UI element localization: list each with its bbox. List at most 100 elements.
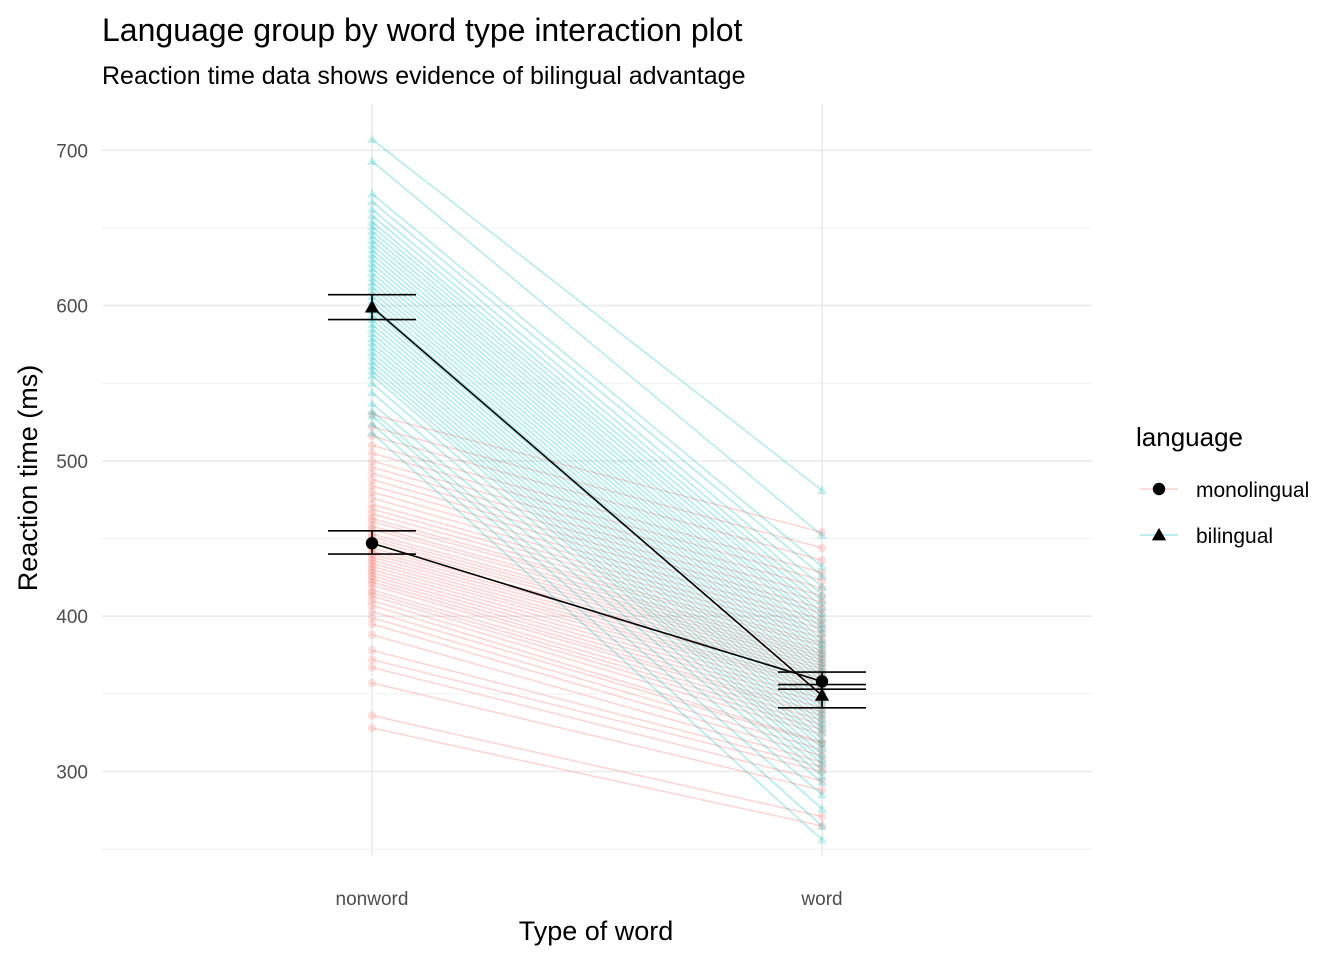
bilingual-participant-point	[367, 370, 377, 380]
monolingual-participant-point	[367, 588, 377, 598]
monolingual-participant-point	[367, 456, 377, 466]
bilingual-participant-point	[817, 662, 827, 672]
bilingual-participant-line	[371, 208, 823, 588]
bilingual-participant-point	[367, 342, 377, 352]
monolingual-participant-line	[371, 512, 823, 639]
monolingual-participant-line	[371, 547, 823, 670]
monolingual-participant-point	[817, 661, 827, 671]
bilingual-participant-point	[367, 328, 377, 338]
monolingual-participant-point	[367, 655, 377, 664]
monolingual-participant-point	[817, 641, 827, 651]
monolingual-participant-line	[371, 517, 823, 644]
monolingual-participant-point	[817, 555, 827, 565]
monolingual-participant-point	[817, 608, 827, 618]
bilingual-participant-line	[371, 323, 823, 710]
monolingual-participant-line	[371, 649, 823, 768]
bilingual-participant-point	[817, 820, 827, 830]
bilingual-participant-line	[371, 410, 823, 796]
monolingual-participant-point	[367, 555, 377, 565]
monolingual-participant-line	[371, 452, 823, 582]
legend-label-monolingual: monolingual	[1196, 479, 1309, 502]
monolingual-participant-point	[367, 559, 377, 568]
participant-lines	[371, 138, 823, 841]
bilingual-participant-point	[817, 485, 827, 495]
bilingual-participant-point	[817, 628, 827, 637]
bilingual-participant-point	[817, 608, 827, 617]
bilingual-participant-point	[367, 235, 377, 245]
monolingual-participant-point	[367, 663, 377, 672]
legend-key-monolingual	[1140, 482, 1178, 496]
bilingual-participant-point	[817, 704, 827, 714]
monolingual-participant-point	[817, 528, 827, 537]
bilingual-participant-line	[371, 346, 823, 734]
monolingual-participant-line	[371, 599, 823, 735]
bilingual-participant-point	[817, 777, 827, 787]
monolingual-participant-point	[367, 591, 377, 601]
y-tick-label: 400	[56, 607, 88, 628]
monolingual-participant-line	[371, 460, 823, 590]
bilingual-participant-line	[371, 402, 823, 783]
bilingual-participant-point	[817, 589, 827, 599]
bilingual-participant-point	[367, 263, 377, 273]
bilingual-participant-line	[371, 230, 823, 614]
bilingual-participant-point	[367, 365, 377, 375]
monolingual-participant-line	[371, 478, 823, 610]
bilingual-participant-point	[817, 789, 827, 799]
monolingual-participant-line	[371, 575, 823, 704]
monolingual-participant-point	[817, 583, 827, 593]
bilingual-participant-point	[367, 337, 377, 347]
monolingual-participant-point	[367, 504, 377, 514]
bilingual-participant-point	[817, 561, 827, 571]
bilingual-participant-point	[817, 581, 827, 591]
bilingual-participant-line	[371, 281, 823, 669]
bilingual-participant-line	[371, 263, 823, 650]
bilingual-participant-point	[367, 428, 377, 437]
bilingual-participant-point	[367, 347, 377, 356]
monolingual-participant-line	[371, 520, 823, 647]
monolingual-participant-point	[367, 475, 377, 484]
bilingual-participant-point	[367, 319, 377, 328]
monolingual-participant-point	[817, 619, 827, 629]
bilingual-participant-point	[367, 286, 377, 296]
bilingual-participant-point	[817, 643, 827, 653]
bilingual-participant-point	[367, 221, 377, 231]
bilingual-participant-point	[367, 249, 377, 259]
monolingual-participant-point	[367, 517, 377, 526]
monolingual-participant-point	[367, 552, 377, 562]
monolingual-participant-point	[367, 596, 377, 605]
monolingual-participant-line	[371, 497, 823, 625]
monolingual-participant-point	[367, 410, 377, 419]
monolingual-participant-point	[367, 571, 377, 581]
legend: language monolingual bilingual	[1136, 422, 1309, 548]
bilingual-participant-line	[371, 277, 823, 664]
monolingual-participant-line	[371, 484, 823, 614]
bilingual-participant-point	[367, 188, 377, 198]
monolingual-participant-point	[367, 585, 377, 595]
bilingual-participant-point	[367, 156, 377, 165]
y-tick-label: 700	[56, 141, 88, 162]
monolingual-participant-point	[817, 737, 827, 747]
bilingual-participant-line	[371, 391, 823, 777]
bilingual-participant-line	[371, 295, 823, 683]
bilingual-participant-point	[367, 230, 377, 240]
bilingual-participant-line	[371, 258, 823, 645]
bilingual-participant-point	[817, 754, 827, 763]
monolingual-participant-point	[817, 624, 827, 633]
bilingual-participant-line	[371, 225, 823, 608]
monolingual-participant-point	[367, 574, 377, 584]
monolingual-participant-point	[367, 630, 377, 640]
monolingual-participant-point	[367, 509, 377, 519]
monolingual-participant-line	[371, 568, 823, 695]
monolingual-participant-point	[367, 448, 377, 458]
monolingual-participant-point	[817, 597, 827, 607]
monolingual-participant-line	[371, 682, 823, 791]
bilingual-participant-line	[371, 360, 823, 749]
monolingual-participant-point	[367, 562, 377, 571]
monolingual-participant-line	[371, 528, 823, 655]
monolingual-participant-point	[367, 723, 377, 733]
monolingual-participant-line	[371, 508, 823, 635]
monolingual-participant-point	[817, 658, 827, 668]
bilingual-participant-point	[367, 282, 377, 291]
bilingual-participant-point	[367, 333, 377, 342]
legend-title: language	[1136, 422, 1243, 452]
